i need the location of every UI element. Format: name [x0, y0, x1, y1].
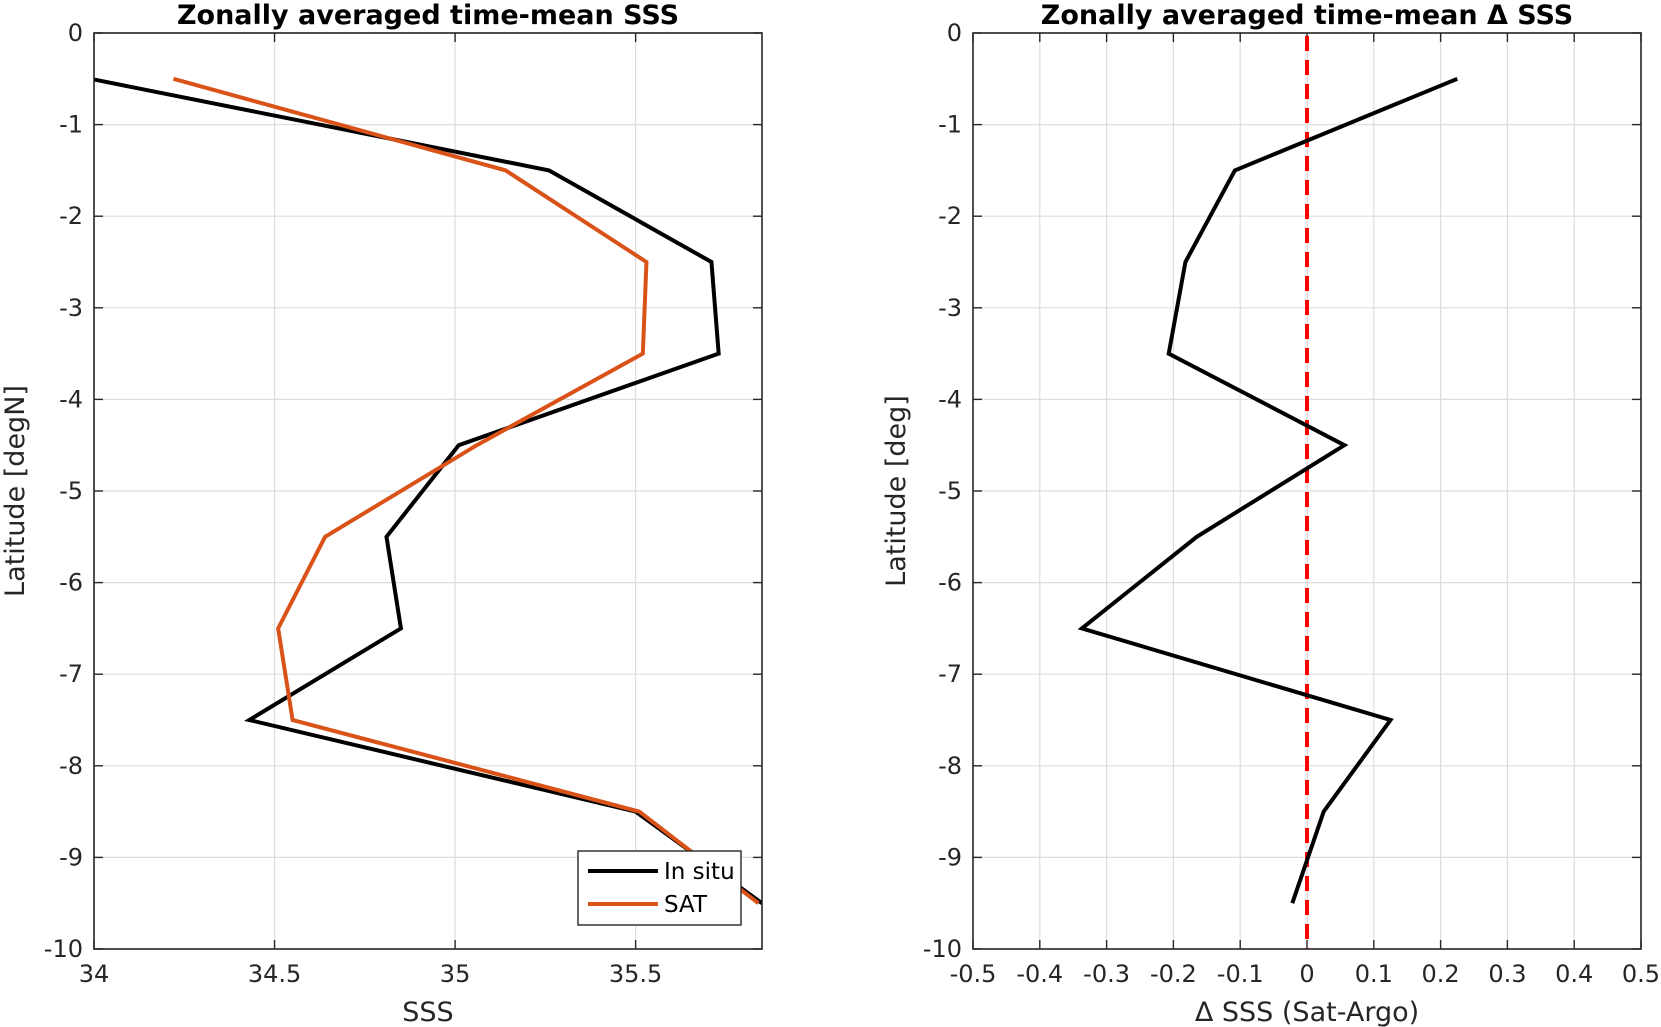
y-tick-label: -9 — [938, 843, 962, 871]
chart-title: Zonally averaged time-mean Δ SSS — [1041, 0, 1573, 31]
y-tick-label: -8 — [938, 752, 962, 780]
x-axis-label: SSS — [402, 997, 453, 1027]
y-tick-label: -8 — [59, 752, 83, 780]
series-group — [1077, 76, 1459, 904]
legend-box — [577, 850, 742, 926]
y-tick-label: -5 — [938, 477, 962, 505]
series-line-sat — [172, 76, 760, 905]
x-tick-label: -0.2 — [1150, 960, 1197, 988]
series-line-in-situ — [94, 77, 762, 905]
x-tick-label: 0.4 — [1555, 960, 1593, 988]
x-tick-label: 0.1 — [1355, 960, 1393, 988]
y-tick-label: -1 — [59, 111, 83, 139]
x-tick-label: 0.5 — [1622, 960, 1660, 988]
tick-labels: 34 34.5 35 35.5 0 -1 -2 -3 -4 -5 -6 -7 -8 -9 -10 — [44, 19, 663, 988]
y-tick-label: -4 — [59, 385, 83, 413]
y-tick-label: 0 — [947, 19, 962, 47]
x-tick-label: 35 — [440, 960, 471, 988]
legend-label: SAT — [664, 892, 708, 918]
y-tick-label: -1 — [938, 111, 962, 139]
x-tick-label: 34.5 — [248, 960, 301, 988]
x-axis-label: Δ SSS (Sat-Argo) — [1195, 997, 1419, 1027]
x-tick-label: 0.2 — [1422, 960, 1460, 988]
y-tick-label: -6 — [59, 569, 83, 597]
chart-panel-2: -0.5 -0.4 -0.3 -0.2 -0.1 0 0.1 0.2 0.3 0.4 0.5 0 -1 -… — [881, 0, 1660, 1027]
legend: In situ SAT — [577, 850, 742, 926]
y-tick-label: -3 — [938, 294, 962, 322]
legend-label: In situ — [664, 859, 735, 885]
x-tick-label: -0.3 — [1083, 960, 1130, 988]
y-tick-label: -3 — [59, 294, 83, 322]
y-tick-label: 0 — [68, 19, 83, 47]
chart-panel-1: 34 34.5 35 35.5 0 -1 -2 -3 -4 -5 -6 -7 -8 -9 -10 Zonall… — [0, 0, 763, 1027]
axes-box — [972, 32, 1642, 950]
y-tick-label: -9 — [59, 843, 83, 871]
x-tick-label: 0.3 — [1488, 960, 1526, 988]
x-tick-label: 34 — [79, 960, 110, 988]
x-tick-label: 35.5 — [609, 960, 662, 988]
x-tick-label: -0.1 — [1217, 960, 1264, 988]
y-tick-label: -10 — [923, 935, 962, 963]
y-axis-label: Latitude [deg] — [881, 395, 912, 587]
y-tick-label: -4 — [938, 385, 962, 413]
y-tick-label: -7 — [938, 660, 962, 688]
axes-box — [93, 32, 763, 950]
chart-title: Zonally averaged time-mean SSS — [177, 0, 679, 31]
series-line-1 — [1077, 76, 1459, 904]
y-tick-label: -7 — [59, 660, 83, 688]
y-tick-label: -10 — [44, 935, 83, 963]
y-tick-label: -5 — [59, 477, 83, 505]
x-tick-label: 0 — [1299, 960, 1314, 988]
tick-labels: -0.5 -0.4 -0.3 -0.2 -0.1 0 0.1 0.2 0.3 0.4 0.5 0 -1 -… — [923, 19, 1660, 988]
x-tick-label: -0.4 — [1016, 960, 1063, 988]
x-tick-label: -0.5 — [950, 960, 997, 988]
y-tick-label: -6 — [938, 569, 962, 597]
y-tick-label: -2 — [59, 202, 83, 230]
y-axis-label: Latitude [degN] — [0, 385, 31, 597]
series-group — [94, 76, 762, 905]
y-tick-label: -2 — [938, 202, 962, 230]
